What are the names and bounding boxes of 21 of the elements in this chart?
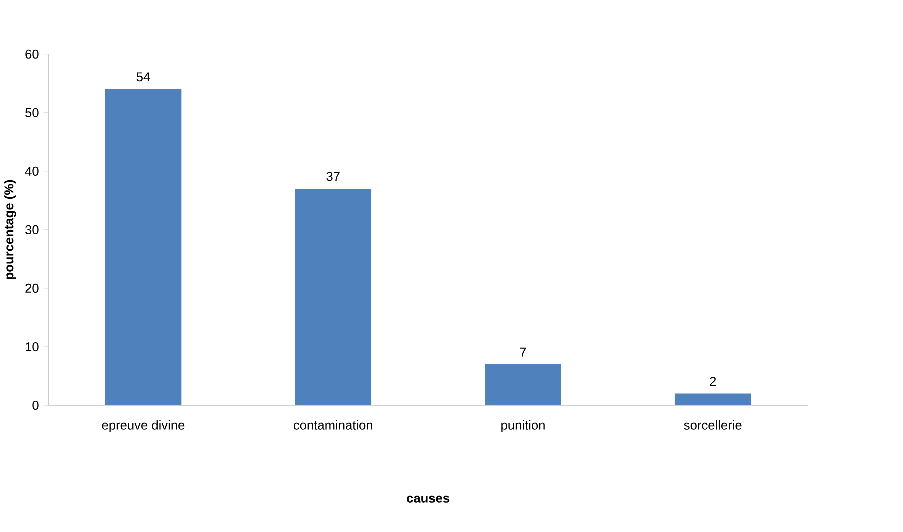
y-tick-label: 40 (25, 166, 39, 176)
bar (674, 394, 752, 406)
y-tick-label: 10 (26, 342, 39, 352)
data-label: 54 (136, 72, 150, 82)
x-tick-label: epreuve divine (102, 420, 185, 432)
y-tick-label: 0 (32, 400, 39, 410)
data-label: 2 (710, 376, 716, 386)
x-tick-label: sorcellerie (684, 420, 742, 430)
bar (105, 89, 182, 406)
x-tick-label: punition (502, 420, 545, 432)
y-tick-label: 30 (26, 225, 39, 234)
x-tick-label: contamination (294, 420, 372, 430)
y-axis-title: pourcentage (%) (4, 180, 16, 280)
y-tick-label: 50 (26, 108, 39, 118)
y-tick-label: 60 (26, 50, 39, 59)
y-tick-label: 20 (26, 284, 39, 293)
data-label: 37 (326, 172, 340, 181)
bar (485, 364, 562, 406)
bar (295, 188, 372, 406)
x-axis-title: causes (407, 496, 450, 503)
data-label: 7 (520, 348, 526, 357)
